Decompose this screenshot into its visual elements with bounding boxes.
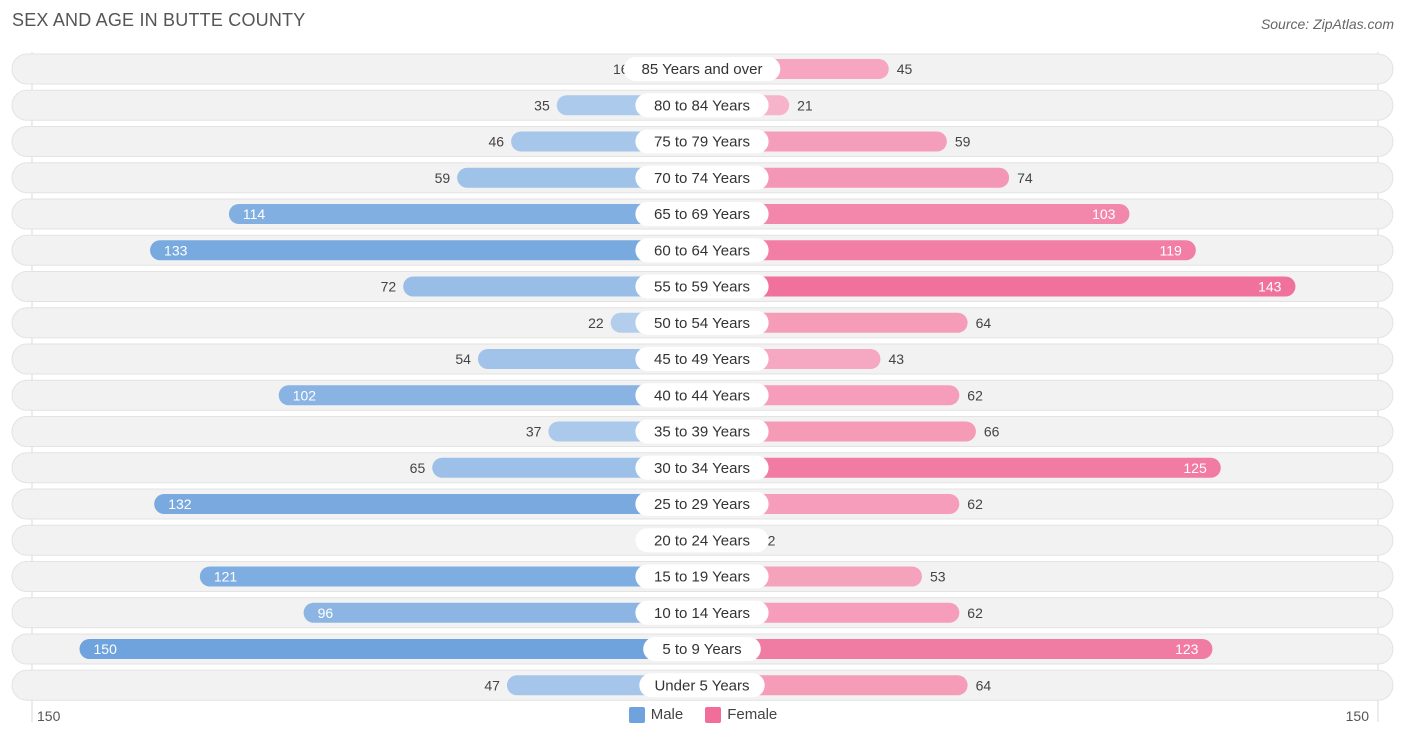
- category-label: 25 to 29 Years: [654, 496, 750, 513]
- bar-female[interactable]: [702, 167, 1010, 188]
- category-label-pill: [643, 637, 761, 661]
- data-label-female: 125: [1183, 460, 1207, 476]
- category-label-pill: [635, 310, 769, 335]
- category-label: 5 to 9 Years: [662, 641, 741, 658]
- data-label-female: 123: [1175, 641, 1199, 657]
- data-label-male: 47: [484, 677, 500, 693]
- bar-male[interactable]: [150, 240, 703, 261]
- data-label-female: 62: [967, 496, 983, 512]
- bar-male[interactable]: [228, 204, 702, 224]
- bar-male[interactable]: [432, 457, 702, 478]
- category-label-pill: [635, 419, 769, 444]
- bar-female[interactable]: [702, 312, 968, 333]
- data-label-male: 150: [94, 641, 118, 657]
- data-label-female: 45: [897, 61, 913, 77]
- bar-male[interactable]: [154, 494, 702, 514]
- chart-title: SEX AND AGE IN BUTTE COUNTY: [12, 10, 306, 30]
- category-label: 40 to 44 Years: [654, 387, 750, 404]
- legend-item-male[interactable]: Male: [628, 706, 684, 723]
- category-label-pill: [635, 93, 769, 118]
- bar-male[interactable]: [303, 602, 702, 623]
- bar-female[interactable]: [702, 639, 1213, 659]
- bar-male[interactable]: [278, 385, 702, 406]
- category-label-pill: [635, 202, 769, 226]
- data-label-male: 46: [489, 134, 505, 150]
- data-label-female: 64: [976, 677, 992, 693]
- category-label-pill: [635, 129, 769, 154]
- bar-female[interactable]: [702, 457, 1221, 478]
- category-label: 20 to 24 Years: [654, 532, 750, 549]
- axis-right-max-label: 150: [1345, 708, 1369, 724]
- category-label-pill: [623, 57, 781, 81]
- data-label-female: 66: [984, 424, 1000, 440]
- data-label-male: 72: [381, 279, 397, 295]
- data-label-female: 64: [976, 315, 992, 331]
- legend-item-female[interactable]: Female: [705, 706, 777, 723]
- bar-male[interactable]: [403, 276, 702, 297]
- data-label-male: 133: [164, 242, 188, 258]
- category-label: 85 Years and over: [642, 61, 763, 78]
- category-label: 15 to 19 Years: [654, 569, 750, 586]
- category-label: 45 to 49 Years: [654, 351, 750, 368]
- legend: Male Female: [0, 706, 1406, 723]
- category-label-pill: [635, 455, 769, 480]
- data-label-male: 59: [435, 170, 451, 186]
- data-label-female: 74: [1017, 170, 1033, 186]
- category-label: 75 to 79 Years: [654, 134, 750, 151]
- category-label-pill: [635, 165, 769, 190]
- bar-female[interactable]: [702, 675, 968, 696]
- data-label-female: 53: [930, 569, 946, 585]
- category-label: 65 to 69 Years: [654, 206, 750, 223]
- data-label-male: 114: [243, 206, 266, 222]
- data-label-male: 102: [293, 387, 317, 403]
- legend-male-label: Male: [650, 706, 684, 723]
- category-label-pill: [635, 564, 769, 589]
- data-label-female: 119: [1160, 242, 1183, 258]
- legend-female-label: Female: [727, 706, 778, 723]
- category-label: 55 to 59 Years: [654, 279, 750, 296]
- axis-left-max-label: 150: [37, 708, 61, 724]
- data-label-male: 22: [588, 315, 604, 331]
- category-label-pill: [635, 600, 769, 625]
- category-label: 50 to 54 Years: [654, 315, 750, 332]
- category-label: 35 to 39 Years: [654, 424, 750, 441]
- data-label-male: 35: [534, 97, 550, 113]
- category-label: 30 to 34 Years: [654, 460, 750, 477]
- data-label-male: 37: [526, 424, 542, 440]
- category-label: 70 to 74 Years: [654, 170, 750, 187]
- category-label-pill: [635, 492, 769, 516]
- data-label-female: 62: [967, 605, 983, 621]
- data-label-male: 96: [318, 605, 334, 621]
- category-label-pill: [635, 383, 769, 408]
- data-label-female: 59: [955, 134, 971, 150]
- legend-female-swatch: [705, 706, 722, 723]
- data-label-female: 62: [967, 387, 983, 403]
- bar-female[interactable]: [702, 240, 1196, 261]
- category-label-pill: [639, 673, 765, 698]
- category-label: 10 to 14 Years: [654, 605, 750, 622]
- data-label-male: 132: [168, 496, 192, 512]
- source-label: Source: ZipAtlas.com: [1260, 16, 1394, 32]
- bar-female[interactable]: [702, 204, 1130, 224]
- category-label-pill: [635, 347, 769, 371]
- legend-male-swatch: [628, 706, 645, 723]
- data-label-female: 143: [1258, 279, 1282, 295]
- bar-male[interactable]: [79, 639, 703, 659]
- data-label-female: 43: [888, 351, 904, 367]
- category-label-pill: [635, 238, 769, 263]
- data-label-male: 121: [214, 569, 238, 585]
- bar-female[interactable]: [702, 276, 1296, 297]
- category-label: 80 to 84 Years: [654, 97, 750, 114]
- data-label-male: 54: [455, 351, 471, 367]
- category-label: Under 5 Years: [654, 677, 749, 694]
- data-label-male: 65: [410, 460, 426, 476]
- bar-male[interactable]: [199, 566, 702, 587]
- data-label-female: 103: [1092, 206, 1116, 222]
- category-label-pill: [635, 274, 769, 299]
- bar-female[interactable]: [702, 421, 976, 442]
- category-label-pill: [635, 528, 769, 553]
- category-label: 60 to 64 Years: [654, 242, 750, 259]
- data-label-female: 21: [797, 97, 813, 113]
